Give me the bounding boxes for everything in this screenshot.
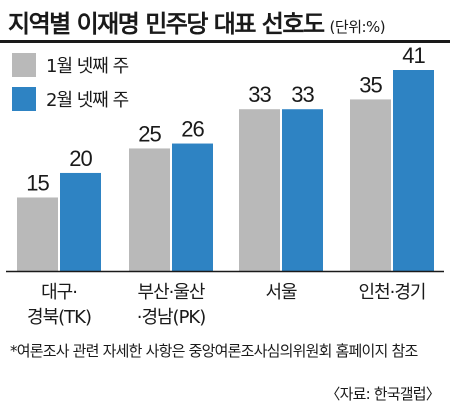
bar-2-series1	[239, 109, 280, 271]
bar-1-series1	[129, 148, 170, 271]
bar-1-series2	[172, 143, 213, 271]
legend-item-series2: 2월 넷째 주	[12, 84, 129, 114]
legend-label-series1: 1월 넷째 주	[46, 56, 129, 77]
legend-swatch-series2	[12, 87, 36, 111]
bar-3-series1	[350, 99, 391, 271]
bar-2-series2	[282, 109, 323, 271]
bar-0-series1	[17, 197, 58, 271]
category-label-2-line0: 서울	[265, 282, 297, 303]
bar-3-series2	[393, 70, 434, 271]
value-label-2-series1: 33	[248, 82, 271, 107]
value-label-1-series2: 26	[181, 117, 204, 142]
value-label-3-series2: 41	[402, 43, 425, 68]
value-label-0-series2: 20	[69, 146, 92, 171]
legend-item-series1: 1월 넷째 주	[12, 50, 129, 80]
category-label-1-line0: 부산·울산	[138, 282, 205, 303]
category-label-0-line1: 경북(TK)	[27, 307, 91, 328]
title-rule	[0, 40, 450, 43]
legend-swatch-series1	[12, 53, 36, 77]
footnote: *여론조사 관련 자세한 사항은 중앙여론조사심의위원회 홈페이지 참조	[10, 342, 418, 360]
category-label-3-line0: 인천·경기	[359, 282, 426, 303]
category-label-0-line0: 대구·	[41, 282, 77, 303]
category-label-1-line1: ·경남(PK)	[137, 307, 206, 328]
value-label-1-series1: 25	[138, 121, 161, 146]
chart-title: 지역별 이재명 민주당 대표 선호도	[8, 10, 325, 38]
bar-0-series2	[60, 172, 101, 271]
legend: 1월 넷째 주 2월 넷째 주	[12, 50, 129, 118]
unit-label: (단위:%)	[329, 18, 386, 36]
value-label-2-series2: 33	[291, 82, 314, 107]
value-label-0-series1: 15	[26, 170, 49, 195]
source-label: 〈자료: 한국갤럽〉	[325, 385, 440, 403]
value-label-3-series1: 35	[359, 72, 382, 97]
chart-header: 지역별 이재명 민주당 대표 선호도 (단위:%)	[8, 4, 446, 40]
legend-label-series2: 2월 넷째 주	[46, 90, 129, 111]
